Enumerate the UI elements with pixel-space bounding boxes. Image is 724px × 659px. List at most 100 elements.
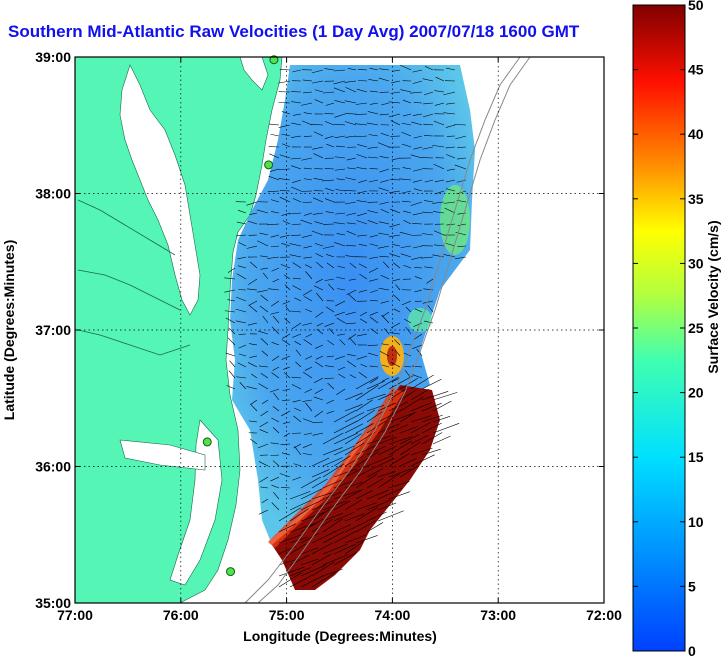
velocity-arrow [358,243,368,247]
velocity-arrow [269,168,280,172]
velocity-arrow [410,415,432,423]
velocity-arrow [281,410,291,417]
velocity-arrow [333,468,357,478]
velocity-arrow [403,365,412,368]
velocity-arrow [289,254,302,258]
velocity-arrow [324,278,335,281]
velocity-arrow [302,322,313,326]
velocity-arrow [379,156,390,159]
velocity-arrow [402,200,412,203]
velocity-arrow [280,443,291,445]
velocity-arrow [333,222,346,225]
velocity-arrow [300,533,319,544]
velocity-arrow [381,377,390,382]
velocity-arrow [370,289,379,293]
velocity-arrow [227,267,236,273]
velocity-arrow [283,432,291,437]
velocity-arrow [368,179,379,183]
velocity-arrow [224,289,236,293]
velocity-arrow [271,484,280,489]
velocity-arrow [344,489,363,500]
velocity-arrow [324,322,335,327]
velocity-arrow [300,511,326,522]
velocity-arrow [388,436,413,445]
x-tick-label: 72:00 [586,607,622,623]
velocity-arrow [326,410,335,414]
velocity-arrow [366,411,383,423]
velocity-arrow [414,289,423,293]
velocity-arrow [258,330,269,335]
velocity-arrow [413,102,423,104]
velocity-arrow [358,69,368,71]
velocity-arrow [370,328,379,335]
velocity-arrow [369,102,379,105]
velocity-arrow [367,146,379,149]
velocity-arrow [357,144,368,148]
velocity-arrow [357,190,368,194]
velocity-arrow [259,305,269,313]
velocity-arrow [412,113,423,116]
velocity-arrow [366,511,387,522]
colorbar-label: Surface Velocity (cm/s) [705,220,721,373]
velocity-arrow [314,410,324,418]
velocity-arrow [249,212,258,215]
velocity-arrow [272,406,280,412]
map-title: Southern Mid-Atlantic Raw Velocities (1 … [8,22,580,41]
velocity-arrow [347,333,357,340]
velocity-arrow [270,442,280,445]
velocity-arrow [421,448,441,456]
velocity-arrow [393,308,401,313]
velocity-arrow [432,435,451,445]
velocity-arrow [248,304,258,313]
x-tick-label: 77:00 [57,607,93,623]
velocity-arrow [226,385,236,390]
chesapeake-bay [119,64,201,316]
velocity-arrow [411,121,423,126]
velocity-arrow [367,344,379,346]
velocity-arrow [281,355,291,360]
velocity-arrow [333,445,356,456]
velocity-arrow [377,436,397,445]
velocity-arrow [315,311,324,318]
map-area [74,55,605,604]
velocity-arrow [290,186,302,192]
velocity-arrow [369,365,379,368]
velocity-arrow [355,102,368,105]
velocity-arrow [290,157,302,160]
velocity-arrow [422,78,434,82]
velocity-arrow [344,411,365,423]
velocity-arrow [300,575,325,588]
velocity-arrow [284,274,291,280]
velocity-arrow [300,219,313,225]
x-axis-label: Longitude (Degrees:Minutes) [243,628,437,644]
velocity-arrow [328,328,335,335]
velocity-arrow [247,362,258,368]
velocity-arrow [366,404,385,412]
velocity-arrow [366,478,384,489]
velocity-arrow [368,352,379,357]
velocity-arrow [336,276,346,280]
velocity-arrow [345,177,357,181]
velocity-arrow [302,120,313,126]
velocity-arrow [413,146,423,150]
velocity-arrow [345,87,357,93]
velocity-arrow [300,476,322,489]
velocity-arrow [249,261,258,269]
velocity-arrow [272,427,280,434]
velocity-arrow [424,66,434,71]
velocity-arrow [366,393,386,401]
velocity-arrow [381,343,390,346]
velocity-arrow [289,522,317,533]
velocity-arrow [412,212,423,216]
velocity-arrow [284,318,291,324]
velocity-arrow [224,310,236,313]
velocity-arrow [270,476,280,482]
velocity-arrow [271,355,280,361]
velocity-arrow [312,80,324,84]
velocity-arrow [279,473,291,478]
velocity-arrow [300,558,319,566]
green-patch [440,185,470,255]
velocity-arrow [412,344,423,349]
velocity-arrow [300,564,327,577]
velocity-arrow [378,187,390,192]
